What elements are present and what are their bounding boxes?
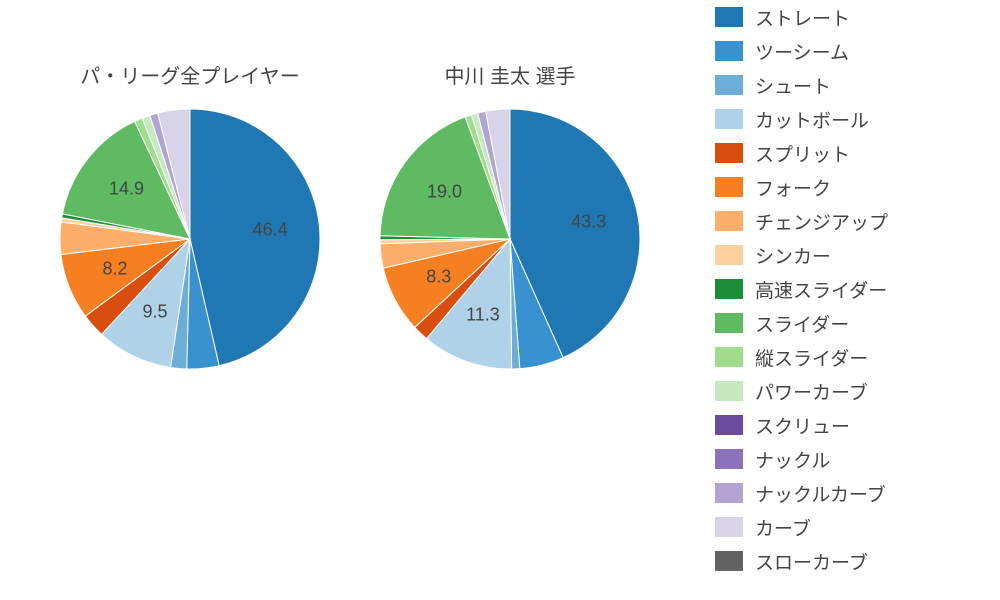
legend-swatch (715, 211, 743, 231)
legend-label: スライダー (755, 310, 849, 337)
legend-swatch (715, 245, 743, 265)
legend-item: カーブ (715, 510, 985, 544)
legend-label: ツーシーム (755, 38, 849, 65)
legend-label: ストレート (755, 4, 850, 31)
legend-label: シンカー (755, 242, 831, 269)
pie-svg-wrap: 43.311.38.319.0 (370, 99, 650, 379)
legend-item: ナックルカーブ (715, 476, 985, 510)
pie-title: パ・リーグ全プレイヤー (30, 60, 350, 89)
legend-item: ストレート (715, 0, 985, 34)
legend-label: カットボール (755, 106, 869, 133)
legend-swatch (715, 415, 743, 435)
legend-swatch (715, 517, 743, 537)
legend-swatch (715, 177, 743, 197)
chart-container: パ・リーグ全プレイヤー 46.49.58.214.9 中川 圭太 選手 43.311.… (0, 0, 1000, 600)
legend-label: シュート (755, 72, 831, 99)
legend-item: スクリュー (715, 408, 985, 442)
legend-label: チェンジアップ (755, 208, 888, 235)
legend-label: パワーカーブ (755, 378, 868, 405)
legend-swatch (715, 279, 743, 299)
legend-label: スクリュー (755, 412, 850, 439)
legend-item: フォーク (715, 170, 985, 204)
legend-label: スプリット (755, 140, 850, 167)
legend-swatch (715, 143, 743, 163)
legend-item: スプリット (715, 136, 985, 170)
legend-item: 縦スライダー (715, 340, 985, 374)
legend-label: スローカーブ (755, 548, 868, 575)
pie-block: 中川 圭太 選手 43.311.38.319.0 (350, 60, 670, 379)
pie-svg (50, 99, 330, 379)
legend-item: パワーカーブ (715, 374, 985, 408)
legend-swatch (715, 449, 743, 469)
legend-swatch (715, 483, 743, 503)
legend-item: シンカー (715, 238, 985, 272)
legend-swatch (715, 313, 743, 333)
legend-swatch (715, 75, 743, 95)
pie-title: 中川 圭太 選手 (350, 60, 670, 89)
legend-item: スライダー (715, 306, 985, 340)
legend: ストレートツーシームシュートカットボールスプリットフォークチェンジアップシンカー… (715, 0, 985, 600)
legend-label: カーブ (755, 514, 811, 541)
pie-block: パ・リーグ全プレイヤー 46.49.58.214.9 (30, 60, 350, 379)
legend-swatch (715, 41, 743, 61)
legend-swatch (715, 7, 743, 27)
legend-label: フォーク (755, 174, 831, 201)
legend-label: 高速スライダー (755, 276, 887, 303)
pie-chart-area: パ・リーグ全プレイヤー 46.49.58.214.9 中川 圭太 選手 43.311.… (0, 0, 700, 600)
legend-label: ナックルカーブ (755, 480, 886, 507)
pie-svg-wrap: 46.49.58.214.9 (50, 99, 330, 379)
legend-swatch (715, 551, 743, 571)
legend-label: ナックル (755, 446, 830, 473)
legend-label: 縦スライダー (755, 344, 868, 371)
legend-swatch (715, 381, 743, 401)
legend-item: チェンジアップ (715, 204, 985, 238)
legend-item: カットボール (715, 102, 985, 136)
pie-svg (370, 99, 650, 379)
legend-item: ナックル (715, 442, 985, 476)
legend-swatch (715, 109, 743, 129)
legend-item: スローカーブ (715, 544, 985, 578)
legend-item: シュート (715, 68, 985, 102)
legend-swatch (715, 347, 743, 367)
legend-item: 高速スライダー (715, 272, 985, 306)
legend-item: ツーシーム (715, 34, 985, 68)
